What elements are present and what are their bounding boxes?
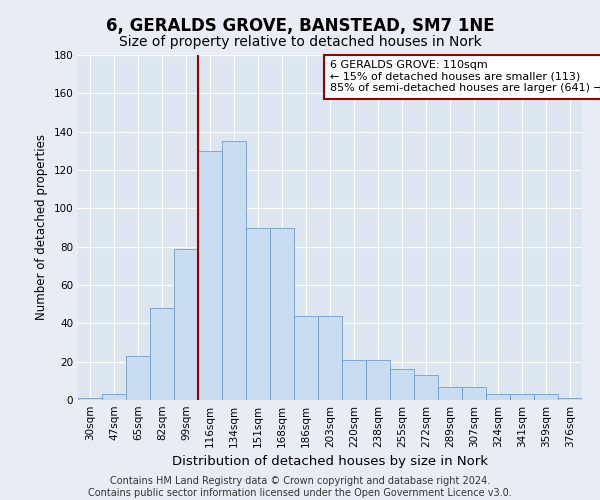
Bar [78,398,102,400]
Text: 6, GERALDS GROVE, BANSTEAD, SM7 1NE: 6, GERALDS GROVE, BANSTEAD, SM7 1NE [106,18,494,36]
Bar [126,356,150,400]
Bar [510,394,534,400]
Bar [534,394,558,400]
Bar [294,316,318,400]
Bar [366,360,390,400]
Text: Contains HM Land Registry data © Crown copyright and database right 2024.
Contai: Contains HM Land Registry data © Crown c… [88,476,512,498]
Bar [486,394,510,400]
Bar [198,151,222,400]
Bar [102,394,126,400]
Bar [246,228,270,400]
Bar [438,386,462,400]
Text: Size of property relative to detached houses in Nork: Size of property relative to detached ho… [119,35,481,49]
Bar [222,141,246,400]
X-axis label: Distribution of detached houses by size in Nork: Distribution of detached houses by size … [172,456,488,468]
Bar [414,375,438,400]
Text: 6 GERALDS GROVE: 110sqm
← 15% of detached houses are smaller (113)
85% of semi-d: 6 GERALDS GROVE: 110sqm ← 15% of detache… [330,60,600,94]
Bar [342,360,366,400]
Bar [390,370,414,400]
Bar [462,386,486,400]
Bar [150,308,174,400]
Bar [558,398,582,400]
Bar [318,316,342,400]
Bar [174,248,198,400]
Y-axis label: Number of detached properties: Number of detached properties [35,134,48,320]
Bar [270,228,294,400]
